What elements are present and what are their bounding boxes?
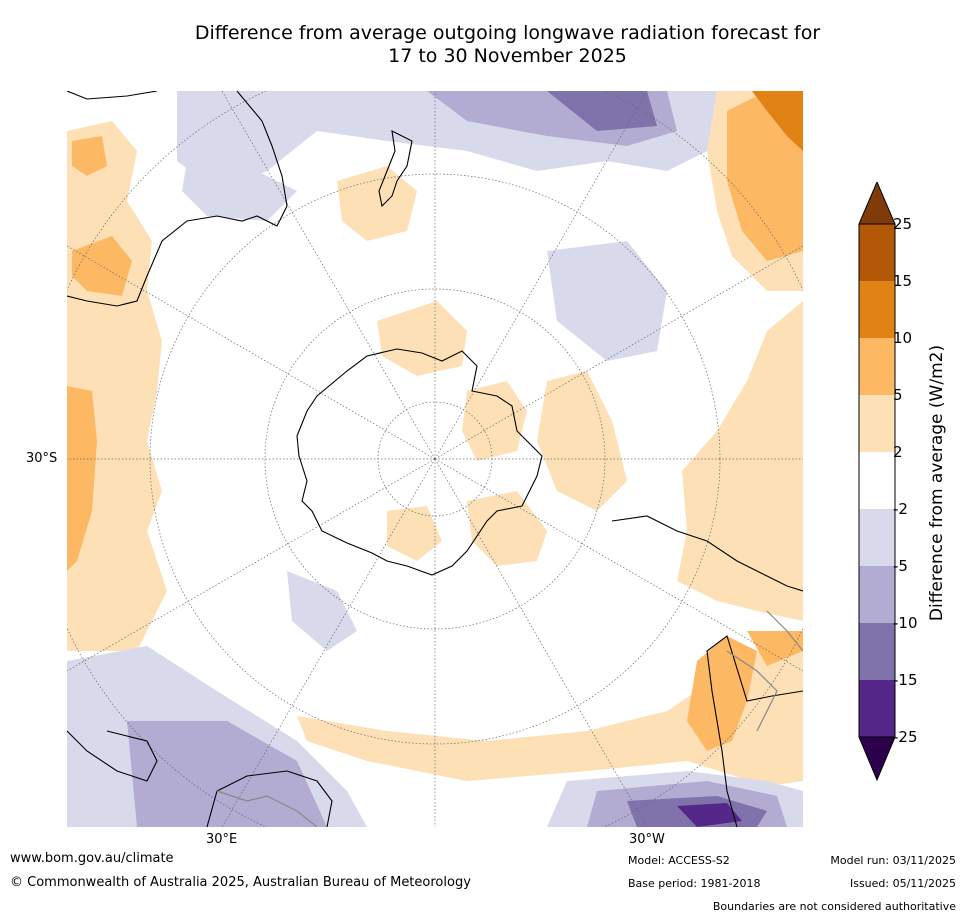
colorbar-top-extension	[858, 182, 896, 225]
positive-anomaly-regions	[67, 91, 803, 786]
colorbar-tick-5: 5	[893, 386, 903, 404]
anomaly-south-america-east	[687, 636, 757, 751]
coast-antarctica	[296, 348, 543, 576]
anomaly-south-atlantic-core	[677, 803, 742, 827]
meridian-60e	[67, 458, 436, 672]
anomaly-pacific-ne-mid	[727, 91, 803, 261]
colorbar-tick-25: 25	[893, 215, 913, 233]
colorbar-bin-15-25	[859, 224, 895, 281]
colorbar-bin-neutral	[859, 452, 895, 509]
boundary-south-america	[726, 610, 803, 732]
chart-title: Difference from average outgoing longwav…	[110, 22, 905, 68]
title-line-2: 17 to 30 November 2025	[388, 45, 627, 67]
map-svg	[67, 91, 803, 827]
anomaly-tasman	[182, 161, 297, 221]
latitude-label-30s: 30°S	[26, 451, 58, 466]
title-line-1: Difference from average outgoing longwav…	[194, 22, 821, 44]
anomaly-weddell	[467, 491, 547, 566]
colorbar-tick-m25: -25	[893, 728, 918, 746]
colorbar-bin-m2-m5	[859, 509, 895, 566]
colorbar-tick-10: 10	[893, 329, 913, 347]
colorbar-tick-15: 15	[893, 272, 913, 290]
anomaly-bellingshausen	[537, 371, 627, 511]
colorbar-bin-m15-m25	[859, 680, 895, 737]
colorbar-bin-m10-m15	[859, 623, 895, 680]
anomaly-nz-region	[337, 166, 417, 241]
meridian-150e	[221, 91, 436, 460]
colorbar-bin-2-5	[859, 395, 895, 452]
anomaly-south-america-north	[747, 631, 803, 666]
footer-model: Model: ACCESS-S2	[628, 854, 730, 867]
graticule-circle-60s	[264, 288, 606, 630]
anomaly-south-pacific-patches	[547, 241, 667, 361]
footer-disclaimer: Boundaries are not considered authoritat…	[712, 900, 956, 913]
colorbar	[858, 182, 896, 782]
colorbar-tick-m10: -10	[893, 614, 918, 632]
anomaly-indian-ne	[72, 236, 132, 296]
graticule	[67, 91, 803, 827]
boundary-africa	[216, 790, 318, 827]
meridian-30w	[434, 458, 648, 827]
anomaly-east-antarctic	[387, 506, 442, 561]
meridian-30e	[221, 458, 436, 827]
colorbar-tick-m15: -15	[893, 671, 918, 689]
anomaly-antarctic-ross	[377, 301, 467, 376]
anomaly-antarctic-pacific	[462, 381, 527, 461]
anomaly-south-pacific-east	[677, 301, 803, 621]
meridian-150w	[434, 91, 648, 460]
anomaly-indian-top	[72, 136, 107, 176]
footer-website: www.bom.gov.au/climate	[10, 851, 174, 866]
coast-new-zealand	[378, 130, 413, 208]
longitude-label-30w: 30°W	[629, 832, 665, 847]
longitude-label-30e: 30°E	[206, 832, 238, 847]
meridian-120e	[67, 245, 436, 460]
anomaly-west-indian-ocean	[67, 121, 167, 651]
meridian-120w	[434, 245, 803, 460]
footer-issued: Issued: 05/11/2025	[849, 877, 956, 890]
footer-copyright: © Commonwealth of Australia 2025, Austra…	[10, 875, 471, 890]
footer-base-period: Base period: 1981-2018	[628, 877, 761, 890]
colorbar-bin-5-10	[859, 338, 895, 395]
anomaly-africa-east	[67, 386, 97, 571]
anomaly-pacific-ne-inner	[752, 91, 803, 151]
colorbar-tick-2: 2	[893, 443, 903, 461]
map-panel	[67, 91, 803, 827]
colorbar-tick-m2: -2	[893, 500, 908, 518]
meridian-60w	[434, 458, 803, 672]
colorbar-tick-m5: -5	[893, 557, 908, 575]
coast-south-america	[611, 515, 803, 827]
colorbar-outline	[858, 223, 896, 738]
anomaly-mid-ocean-patch	[287, 571, 357, 651]
colorbar-label: Difference from average (W/m2)	[927, 344, 947, 622]
colorbar-bin-m5-m10	[859, 566, 895, 623]
coast-australia	[67, 91, 288, 307]
colorbar-bin-10-15	[859, 281, 895, 338]
footer-model-run: Model run: 03/11/2025	[830, 854, 956, 867]
boundaries	[216, 610, 803, 827]
colorbar-bottom-extension	[858, 736, 896, 782]
anomaly-south-atlantic-arc	[297, 636, 803, 786]
